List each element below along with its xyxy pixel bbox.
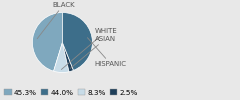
Wedge shape bbox=[32, 12, 62, 71]
Text: ASIAN: ASIAN bbox=[70, 36, 116, 68]
Wedge shape bbox=[62, 42, 73, 72]
Text: WHITE: WHITE bbox=[61, 28, 118, 70]
Wedge shape bbox=[62, 12, 92, 70]
Legend: 45.3%, 44.0%, 8.3%, 2.5%: 45.3%, 44.0%, 8.3%, 2.5% bbox=[4, 88, 138, 96]
Text: BLACK: BLACK bbox=[37, 2, 75, 39]
Text: HISPANIC: HISPANIC bbox=[87, 38, 127, 67]
Wedge shape bbox=[54, 42, 69, 72]
